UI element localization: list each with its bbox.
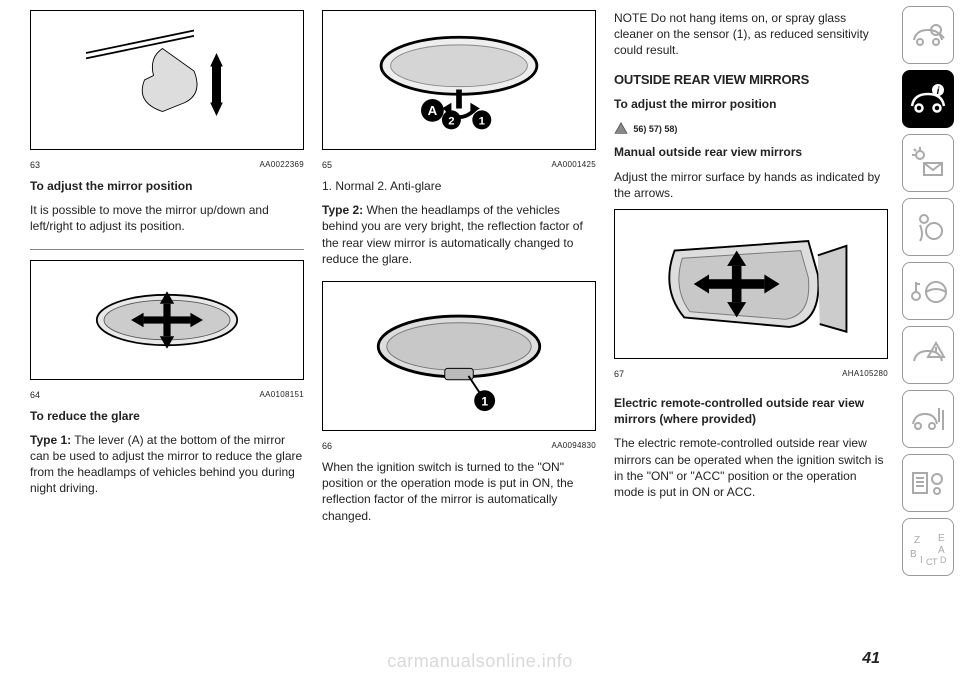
text-type2: Type 2: When the headlamps of the vehicl… [322,202,596,267]
column-2: A 2 1 65 AA0001425 1. Normal 2. Anti-gla… [322,10,596,648]
car-magnify-icon [910,20,946,50]
text-electric-mirrors: The electric remote-controlled outside r… [614,435,888,500]
sidebar-item-warning[interactable] [902,326,954,384]
car-info-icon: i [908,82,948,116]
side-mirror-icon [646,219,856,349]
figure-67 [614,209,888,359]
svg-text:i: i [937,86,940,97]
figure-number: 66 [322,441,332,451]
svg-text:A: A [428,103,438,118]
sidebar-item-specs[interactable] [902,454,954,512]
car-tools-icon [909,404,947,434]
text-adjust-position: It is possible to move the mirror up/dow… [30,202,304,234]
divider [30,249,304,250]
mirror-sensor-icon: 1 [364,291,554,421]
text-type1: Type 1: The lever (A) at the bottom of t… [30,432,304,497]
figure-64-caption: 64 AA0108151 [30,390,304,400]
figure-number: 67 [614,369,624,379]
page: 63 AA0022369 To adjust the mirror positi… [0,0,960,678]
figure-code: AHA105280 [842,369,888,379]
type1-label: Type 1: [30,433,71,447]
figure-code: AA0108151 [259,390,304,400]
column-3: NOTE Do not hang items on, or spray glas… [614,10,888,648]
figure-code: AA0022369 [259,160,304,170]
heading-adjust-position: To adjust the mirror position [30,178,304,194]
heading-outside-mirrors: OUTSIDE REAR VIEW MIRRORS [614,71,888,89]
figure-66-caption: 66 AA0094830 [322,441,596,451]
figure-number: 64 [30,390,40,400]
svg-text:Z: Z [914,535,920,546]
sidebar-item-airbag[interactable] [902,198,954,256]
heading-electric-mirrors: Electric remote-controlled outside rear … [614,395,888,427]
warning-icon [614,122,628,134]
figure-63-caption: 63 AA0022369 [30,160,304,170]
svg-text:D: D [940,555,947,565]
text-manual-adjust: Adjust the mirror surface by hands as in… [614,169,888,201]
airbag-icon [910,209,946,245]
figure-code: AA0094830 [551,441,596,451]
type2-label: Type 2: [322,203,363,217]
sidebar-item-key[interactable] [902,262,954,320]
sidebar-item-index[interactable]: Z E B A D I C T [902,518,954,576]
figure-66: 1 [322,281,596,431]
figure-number: 63 [30,160,40,170]
figure-65-caption: 65 AA0001425 [322,160,596,170]
key-wheel-icon [908,276,948,306]
type1-body: The lever (A) at the bottom of the mirro… [30,433,302,496]
sidebar-nav: i Z E B A D I C T [898,0,960,678]
svg-text:B: B [910,549,917,560]
page-number: 41 [862,650,880,668]
sidebar-item-info[interactable]: i [902,70,954,128]
content-columns: 63 AA0022369 To adjust the mirror positi… [0,0,898,678]
car-warning-icon [910,339,946,371]
caption-65: 1. Normal 2. Anti-glare [322,178,596,194]
mirror-mount-icon [77,20,257,140]
svg-text:1: 1 [481,394,488,408]
figure-63 [30,10,304,150]
svg-text:1: 1 [479,116,486,128]
figure-65: A 2 1 [322,10,596,150]
warning-refs: 56) 57) 58) [614,120,888,136]
note-sensor: NOTE Do not hang items on, or spray glas… [614,10,888,59]
mirror-arrows-icon [77,270,257,370]
light-message-icon [910,145,946,181]
figure-code: AA0001425 [551,160,596,170]
list-gear-icon [909,467,947,499]
column-1: 63 AA0022369 To adjust the mirror positi… [30,10,304,648]
svg-text:I: I [920,555,923,566]
figure-64 [30,260,304,380]
figure-67-caption: 67 AHA105280 [614,369,888,379]
svg-text:T: T [932,557,938,567]
heading-manual-mirrors: Manual outside rear view mirrors [614,144,888,160]
text-ignition: When the ignition switch is turned to th… [322,459,596,524]
sidebar-item-inspect[interactable] [902,6,954,64]
warning-numbers: 56) 57) 58) [633,124,677,134]
svg-text:E: E [938,533,945,544]
heading-reduce-glare: To reduce the glare [30,408,304,424]
sidebar-item-lights[interactable] [902,134,954,192]
sidebar-item-service[interactable] [902,390,954,448]
heading-adjust-outside: To adjust the mirror position [614,96,888,112]
alphabet-icon: Z E B A D I C T [908,527,948,567]
figure-number: 65 [322,160,332,170]
mirror-lever-icon: A 2 1 [364,20,554,140]
